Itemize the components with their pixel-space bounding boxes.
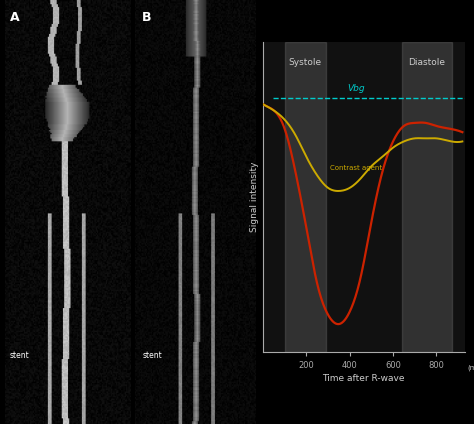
Text: Systole: Systole xyxy=(289,58,322,67)
Text: stent: stent xyxy=(142,351,162,360)
Text: stent: stent xyxy=(10,351,29,360)
Bar xyxy=(285,42,326,352)
Text: Diastole: Diastole xyxy=(408,58,445,67)
Text: A: A xyxy=(10,11,19,24)
X-axis label: Time after R-wave: Time after R-wave xyxy=(322,374,405,383)
Text: (ms.): (ms.) xyxy=(468,364,474,371)
Text: Vbg: Vbg xyxy=(347,84,365,93)
Bar xyxy=(401,42,452,352)
Text: Contrast agent: Contrast agent xyxy=(330,165,383,171)
Y-axis label: Signal intensity: Signal intensity xyxy=(250,162,259,232)
Text: B: B xyxy=(142,11,152,24)
